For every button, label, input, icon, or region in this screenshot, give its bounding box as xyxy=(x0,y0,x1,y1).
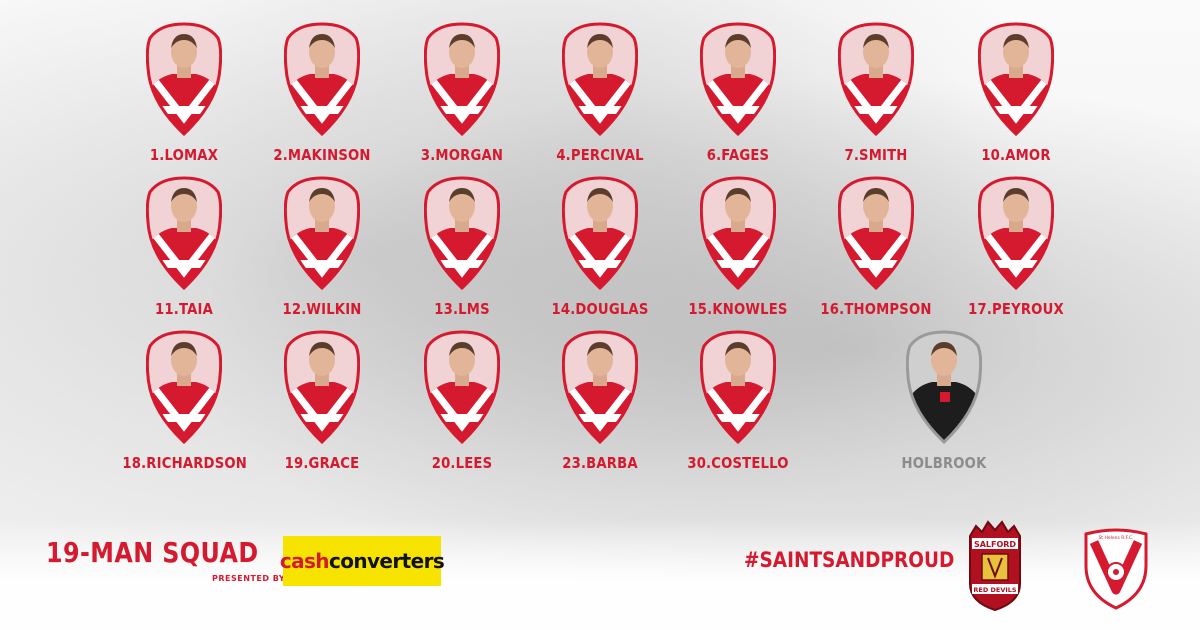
player-card: 16.THOMPSON xyxy=(806,176,946,326)
player-name: 14.DOUGLAS xyxy=(551,300,649,318)
player-card: 11.TAIA xyxy=(114,176,254,326)
player-badge-graphic xyxy=(284,176,360,291)
coach-photo-badge xyxy=(906,330,982,446)
player-photo-badge xyxy=(700,176,776,292)
player-name: 16.THOMPSON xyxy=(820,300,932,318)
player-photo-badge xyxy=(562,176,638,292)
player-badge-graphic xyxy=(424,330,500,445)
player-name: 15.KNOWLES xyxy=(688,300,788,318)
player-card: 14.DOUGLAS xyxy=(530,176,670,326)
salford-crest-bottom-text: RED DEVILS xyxy=(973,586,1017,594)
coach-name: HOLBROOK xyxy=(901,454,987,472)
player-name: 23.BARBA xyxy=(562,454,638,472)
player-card: 2.MAKINSON xyxy=(252,22,392,172)
coach-card: HOLBROOK xyxy=(874,330,1014,480)
player-photo-badge xyxy=(424,176,500,292)
player-badge-graphic xyxy=(424,176,500,291)
player-name: 3.MORGAN xyxy=(420,146,504,164)
player-card: 10.AMOR xyxy=(946,22,1086,172)
player-name: 18.RICHARDSON xyxy=(122,454,248,472)
player-badge-graphic xyxy=(284,22,360,137)
footer-bar: 19-MAN SQUAD PRESENTED BY cash converters… xyxy=(0,520,1200,630)
player-badge-graphic xyxy=(700,176,776,291)
player-name: 6.FAGES xyxy=(706,146,770,164)
player-badge-graphic xyxy=(562,330,638,445)
player-photo-badge xyxy=(284,176,360,292)
player-name: 4.PERCIVAL xyxy=(556,146,644,164)
player-name: 2.MAKINSON xyxy=(273,146,371,164)
squad-grid: 1.LOMAX 2.MAKINSON 3.MORGAN 4.PERCIVAL 6… xyxy=(114,22,1086,480)
player-photo-badge xyxy=(146,22,222,138)
player-badge-graphic xyxy=(562,22,638,137)
player-card: 3.MORGAN xyxy=(392,22,532,172)
player-card: 13.LMS xyxy=(392,176,532,326)
player-card: 19.GRACE xyxy=(252,330,392,480)
player-name: 13.LMS xyxy=(434,300,490,318)
player-photo-badge xyxy=(424,22,500,138)
player-card: 18.RICHARDSON xyxy=(114,330,254,480)
player-badge-graphic xyxy=(146,330,222,445)
player-badge-graphic xyxy=(700,22,776,137)
player-photo-badge xyxy=(284,330,360,446)
player-name: 11.TAIA xyxy=(155,300,213,318)
player-name: 1.LOMAX xyxy=(149,146,219,164)
player-card: 17.PEYROUX xyxy=(946,176,1086,326)
player-photo-badge xyxy=(978,176,1054,292)
player-card: 20.LEES xyxy=(392,330,532,480)
player-name: 30.COSTELLO xyxy=(687,454,789,472)
hashtag: #SAINTSANDPROUD xyxy=(744,548,955,572)
player-photo-badge xyxy=(838,176,914,292)
player-name: 10.AMOR xyxy=(981,146,1051,164)
sponsor-logo: cash converters xyxy=(279,536,445,586)
player-badge-graphic xyxy=(838,22,914,137)
sponsor-logo-cash: cash xyxy=(279,549,330,573)
st-helens-crest: St Helens R.F.C. xyxy=(1082,528,1150,610)
saints-crest-name: St Helens R.F.C. xyxy=(1098,535,1133,541)
player-name: 17.PEYROUX xyxy=(968,300,1064,318)
player-badge-graphic xyxy=(146,22,222,137)
player-photo-badge xyxy=(424,330,500,446)
player-name: 7.SMITH xyxy=(844,146,908,164)
player-photo-badge xyxy=(700,22,776,138)
player-card: 6.FAGES xyxy=(668,22,808,172)
player-name: 19.GRACE xyxy=(284,454,360,472)
player-card: 12.WILKIN xyxy=(252,176,392,326)
player-name: 20.LEES xyxy=(431,454,493,472)
player-photo-badge xyxy=(146,176,222,292)
player-name: 12.WILKIN xyxy=(282,300,362,318)
squad-title: 19-MAN SQUAD xyxy=(46,536,259,569)
player-card: 1.LOMAX xyxy=(114,22,254,172)
player-photo-badge xyxy=(978,22,1054,138)
player-badge-graphic xyxy=(562,176,638,291)
player-photo-badge xyxy=(146,330,222,446)
player-card: 23.BARBA xyxy=(530,330,670,480)
player-badge-graphic xyxy=(978,22,1054,137)
player-photo-badge xyxy=(562,330,638,446)
player-card: 4.PERCIVAL xyxy=(530,22,670,172)
sponsor-logo-converters: converters xyxy=(328,549,445,573)
player-badge-graphic xyxy=(424,22,500,137)
presented-by-label: PRESENTED BY xyxy=(212,574,286,583)
player-photo-badge xyxy=(562,22,638,138)
player-badge-graphic xyxy=(284,330,360,445)
player-photo-badge xyxy=(284,22,360,138)
player-photo-badge xyxy=(838,22,914,138)
coach-badge-graphic xyxy=(906,330,982,445)
player-photo-badge xyxy=(700,330,776,446)
player-card: 30.COSTELLO xyxy=(668,330,808,480)
player-badge-graphic xyxy=(978,176,1054,291)
player-card: 7.SMITH xyxy=(806,22,946,172)
player-badge-graphic xyxy=(146,176,222,291)
player-badge-graphic xyxy=(700,330,776,445)
salford-red-devils-crest: SALFORD RED DEVILS xyxy=(962,518,1028,612)
player-card: 15.KNOWLES xyxy=(668,176,808,326)
player-badge-graphic xyxy=(838,176,914,291)
salford-crest-top-text: SALFORD xyxy=(974,540,1016,549)
